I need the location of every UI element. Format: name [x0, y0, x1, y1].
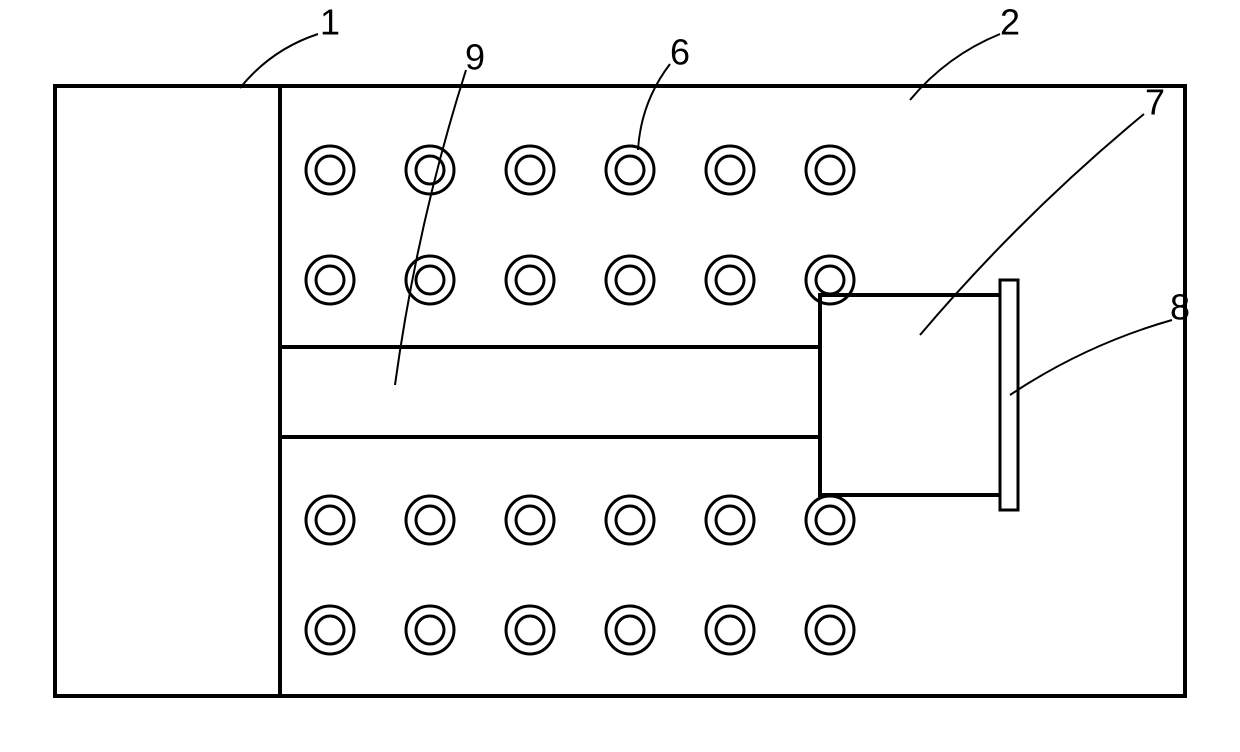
- label-6: 6: [670, 32, 690, 73]
- technical-diagram: 1 2 6 7 8 9: [0, 0, 1240, 752]
- label-2: 2: [1000, 2, 1020, 43]
- label-8: 8: [1170, 287, 1190, 328]
- label-1: 1: [320, 2, 340, 43]
- label-7: 7: [1145, 82, 1165, 123]
- label-9: 9: [465, 37, 485, 78]
